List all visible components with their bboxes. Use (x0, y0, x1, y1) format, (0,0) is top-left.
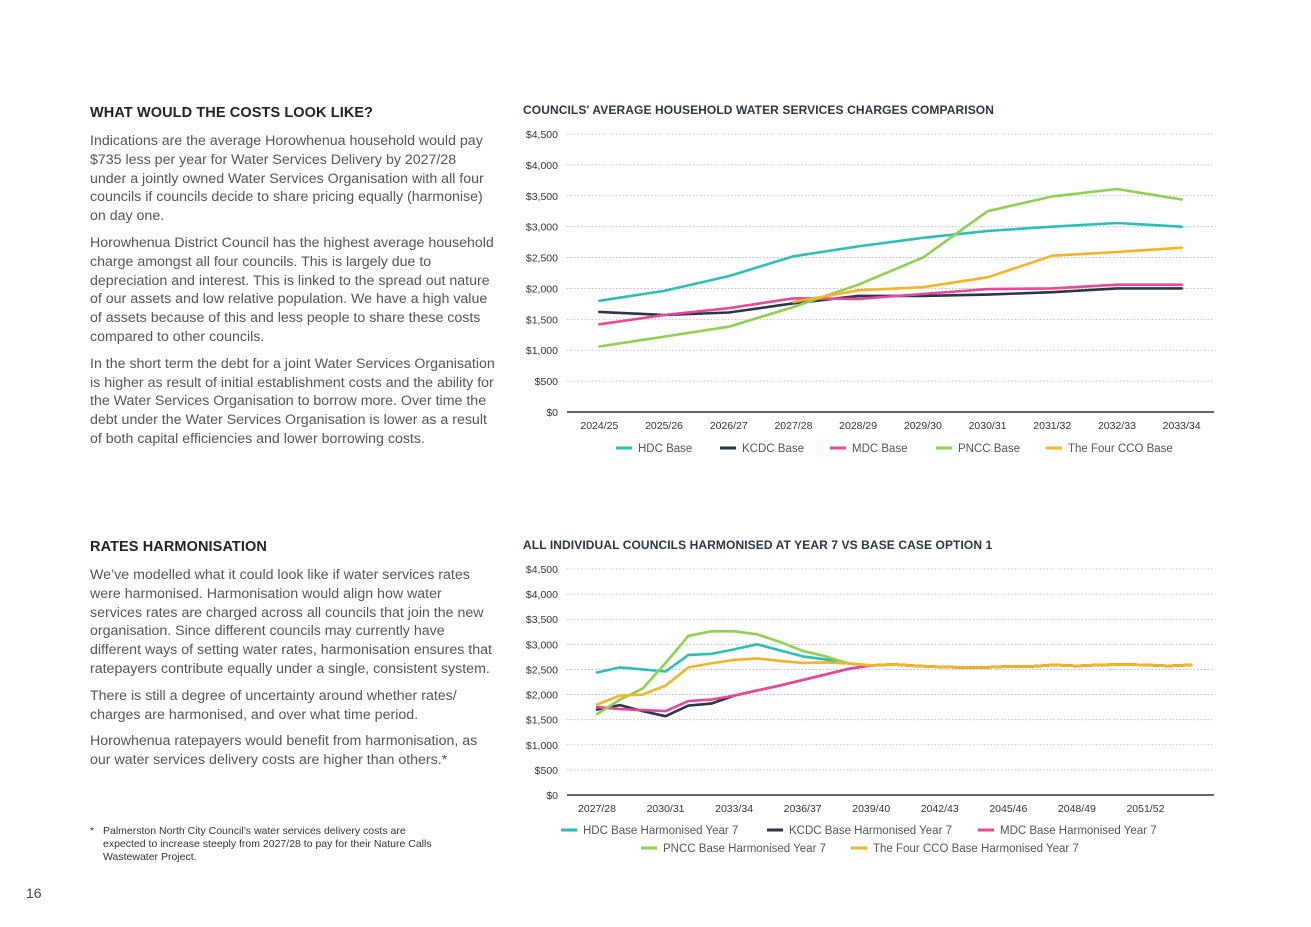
y-tick-label: $1,000 (526, 345, 558, 357)
legend-label: The Four CCO Base (1068, 443, 1173, 455)
y-tick-label: $3,000 (526, 222, 558, 234)
series-line-mdc-base (598, 283, 1183, 326)
series-line-mdc-base-harmonised-year-7 (595, 663, 1193, 713)
x-tick-label: 2030/31 (647, 803, 685, 815)
y-tick-label: $500 (535, 376, 559, 388)
x-tick-label: 2033/34 (1163, 420, 1201, 432)
y-tick-label: $4,000 (526, 160, 558, 172)
legend-label: KCDC Base Harmonised Year 7 (789, 825, 952, 837)
x-tick-label: 2039/40 (852, 803, 890, 815)
y-tick-label: $2,500 (526, 253, 558, 265)
section-costs: WHAT WOULD THE COSTS LOOK LIKE? Indicati… (90, 105, 495, 457)
y-tick-label: $4,000 (526, 589, 558, 601)
series-line-pncc-base (598, 187, 1183, 348)
y-tick-label: $0 (546, 790, 558, 802)
section-heading-rates: RATES HARMONISATION (90, 539, 267, 555)
x-tick-label: 2027/28 (774, 420, 812, 432)
y-tick-label: $4,500 (526, 129, 558, 141)
legend-label: PNCC Base Harmonised Year 7 (663, 843, 826, 855)
y-tick-label: $500 (535, 765, 559, 777)
legend-label: HDC Base (638, 443, 692, 455)
legend-label: KCDC Base (742, 443, 804, 455)
chart-household-charges: $0 $500 $1,000 $1,500 $2,000 $2,500 $3,000 $3,5… (526, 129, 1214, 455)
legend-label: MDC Base (852, 443, 908, 455)
y-tick-label: $3,500 (526, 614, 558, 626)
series-line-kcdc-base-harmonised-year-7 (595, 663, 1193, 718)
series-line-the-four-cco-base (792, 246, 1183, 304)
legend-label: HDC Base Harmonised Year 7 (583, 825, 738, 837)
x-tick-label: 2030/31 (969, 420, 1007, 432)
x-tick-label: 2025/26 (645, 420, 683, 432)
chart-title-1: COUNCILS' AVERAGE HOUSEHOLD WATER SERVIC… (523, 103, 994, 117)
x-tick-label: 2028/29 (839, 420, 877, 432)
x-tick-label: 2026/27 (710, 420, 748, 432)
page-number: 16 (26, 885, 42, 901)
y-tick-label: $2,000 (526, 690, 558, 702)
chart-title-2: ALL INDIVIDUAL COUNCILS HARMONISED AT YE… (523, 538, 993, 552)
y-tick-label: $0 (546, 407, 558, 419)
paragraph: There is still a degree of uncertainty a… (90, 687, 457, 723)
series-line-hdc-base (598, 221, 1183, 303)
series-line-kcdc-base (598, 287, 1183, 317)
y-tick-label: $3,000 (526, 639, 558, 651)
x-tick-label: 2032/33 (1098, 420, 1136, 432)
x-tick-label: 2033/34 (715, 803, 753, 815)
paragraph: Horowhenua District Council has the high… (90, 234, 494, 345)
y-tick-label: $2,500 (526, 664, 558, 676)
paragraph: Indications are the average Horowhenua h… (90, 133, 484, 225)
y-tick-label: $1,500 (526, 715, 558, 727)
x-tick-label: 2051/52 (1126, 803, 1164, 815)
y-tick-label: $1,000 (526, 740, 558, 752)
footnote: * Palmerston North City Council’s water … (90, 825, 450, 863)
x-tick-label: 2029/30 (904, 420, 942, 432)
chart-harmonised-year7: $0 $500 $1,000 $1,500 $2,000 $2,500 $3,000 $3,5… (526, 564, 1214, 855)
x-tick-label: 2045/46 (989, 803, 1027, 815)
x-tick-label: 2042/43 (921, 803, 959, 815)
footnote-marker: * (90, 825, 95, 837)
paragraph: Horowhenua ratepayers would benefit from… (90, 733, 478, 769)
y-tick-label: $2,000 (526, 283, 558, 295)
y-tick-label: $3,500 (526, 191, 558, 203)
y-tick-label: $4,500 (526, 564, 558, 576)
x-tick-label: 2048/49 (1058, 803, 1096, 815)
x-tick-label: 2031/32 (1033, 420, 1071, 432)
footnote-text: Palmerston North City Council’s water se… (103, 825, 432, 863)
legend-label: The Four CCO Base Harmonised Year 7 (873, 843, 1079, 855)
paragraph: In the short term the debt for a joint W… (90, 355, 495, 447)
legend-label: PNCC Base (958, 443, 1020, 455)
x-tick-label: 2024/25 (580, 420, 618, 432)
section-rates-harmonisation: RATES HARMONISATION We’ve modelled what … (90, 539, 495, 778)
x-tick-label: 2027/28 (578, 803, 616, 815)
legend-label: MDC Base Harmonised Year 7 (1000, 825, 1157, 837)
series-line-the-four-cco-base-harmonised-year-7 (595, 657, 1193, 706)
paragraph: We’ve modelled what it could look like i… (90, 567, 492, 677)
y-tick-label: $1,500 (526, 314, 558, 326)
section-heading-costs: WHAT WOULD THE COSTS LOOK LIKE? (90, 105, 374, 121)
x-tick-label: 2036/37 (784, 803, 822, 815)
